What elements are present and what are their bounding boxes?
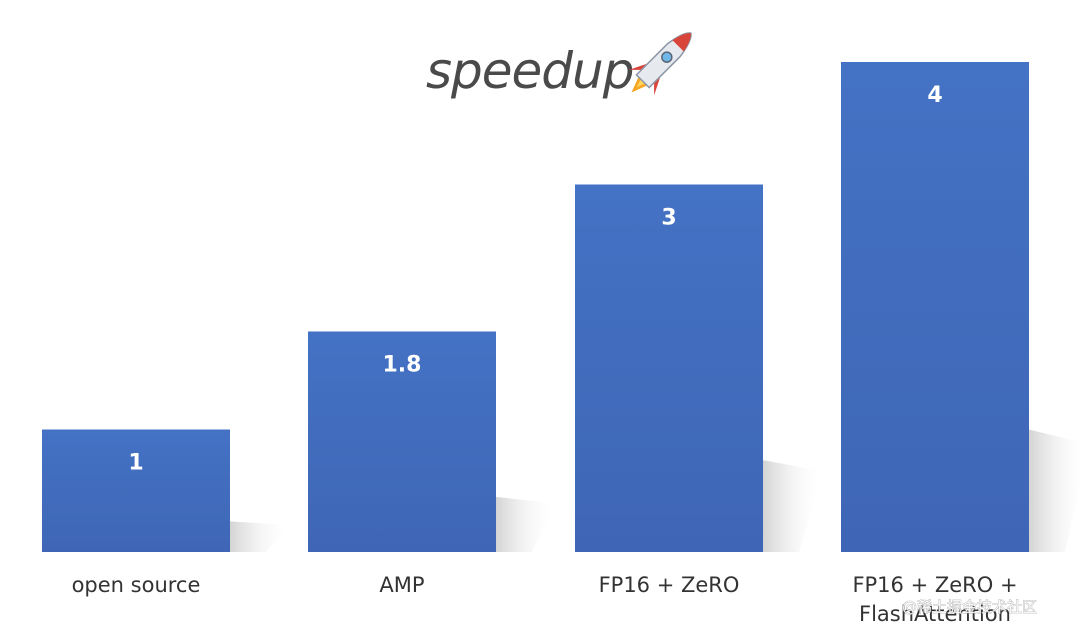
bar-shadow xyxy=(1029,429,1080,552)
value-label-1: 1 xyxy=(128,451,143,476)
bar-2 xyxy=(308,331,496,552)
value-label-4: 4 xyxy=(927,83,942,108)
rocket-nose xyxy=(672,33,691,52)
rocket-window xyxy=(661,51,673,63)
bar-1 xyxy=(42,429,230,552)
category-label-1: open source xyxy=(72,573,201,597)
category-labels: open source AMP FP16 + ZeRO FP16 + ZeRO + Fl… xyxy=(72,573,1018,626)
rocket-icon xyxy=(628,32,692,96)
bar-shadows xyxy=(230,429,1080,552)
bars xyxy=(42,62,1029,552)
bar-shadow xyxy=(496,496,556,552)
bar-shadow xyxy=(230,521,290,552)
watermark-text: @稀土掘金技术社区 xyxy=(902,598,1037,616)
bar-shadow xyxy=(763,460,823,552)
category-label-2: AMP xyxy=(379,573,424,597)
value-label-3: 3 xyxy=(661,206,676,231)
value-label-2: 1.8 xyxy=(383,353,422,378)
value-labels: 1 1.8 3 4 xyxy=(128,83,942,476)
category-label-4: FP16 + ZeRO + FlashAttention xyxy=(852,573,1017,626)
bar-3 xyxy=(575,184,763,552)
chart-title: speedup xyxy=(426,42,633,100)
category-label-3: FP16 + ZeRO xyxy=(599,573,740,597)
bar-4 xyxy=(841,62,1029,552)
